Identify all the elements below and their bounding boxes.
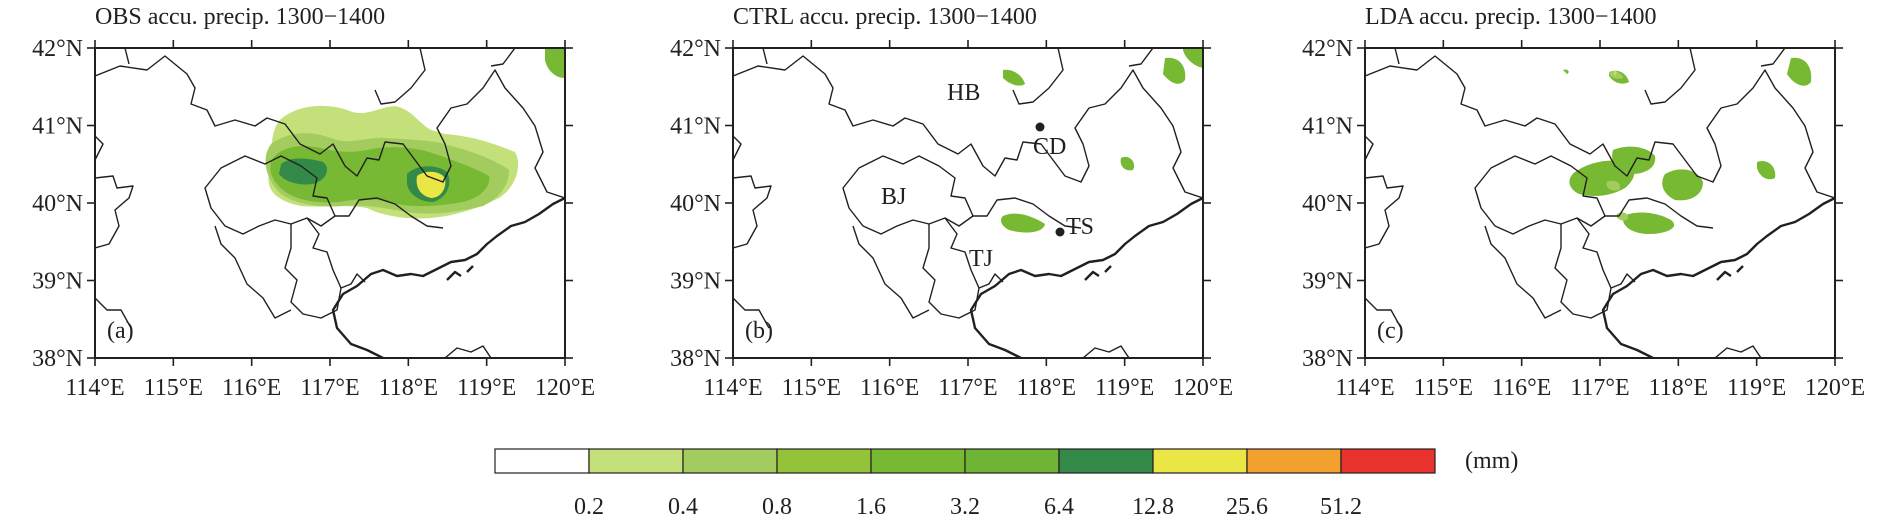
precip-area [1662,169,1703,201]
colorbar-swatch [682,448,778,474]
lat-tick-label: 41°N [1302,114,1353,140]
precip-area [1001,213,1045,233]
lat-tick-label: 42°N [670,36,721,62]
lon-tick-label: 114°E [1335,375,1394,401]
panel-a: OBS accu. precip. 1300−1400 (a) [94,4,566,359]
lon-tick-label: 115°E [144,375,203,401]
colorbar-swatch [964,448,1060,474]
colorbar-level-label: 12.8 [1132,494,1174,520]
precip-area [1606,180,1621,191]
panel-a-title: OBS accu. precip. 1300−1400 [95,4,385,30]
precip-area [1120,156,1135,171]
precip-area [1757,160,1776,180]
lat-tick-label: 40°N [32,191,83,217]
precip-area [1787,57,1812,86]
city-label-tj: TJ [969,246,993,272]
precip-area [1609,71,1623,79]
map-frame [1364,47,1836,359]
lat-tick-label: 40°N [1302,191,1353,217]
precip-area [1622,212,1675,234]
lon-tick-label: 115°E [782,375,841,401]
lat-tick-label: 38°N [1302,346,1353,372]
lat-tick-label: 41°N [670,114,721,140]
precip-field-b [733,48,1203,358]
precip-area [1163,57,1186,84]
lon-tick-label: 119°E [1095,375,1154,401]
lon-tick-label: 114°E [703,375,762,401]
lon-tick-label: 117°E [938,375,997,401]
lon-tick-label: 120°E [1173,375,1233,401]
panel-c: LDA accu. precip. 1300−1400 (c) [1364,4,1836,359]
colorbar-level-label: 3.2 [950,494,980,520]
colorbar-swatch [1246,448,1342,474]
colorbar-swatch [776,448,872,474]
colorbar-swatch [494,448,590,474]
colorbar-swatch [1058,448,1154,474]
lon-tick-label: 118°E [379,375,438,401]
precip-area [1563,69,1569,74]
colorbar-level-label: 0.2 [574,494,604,520]
colorbar-swatch [1152,448,1248,474]
lon-tick-label: 117°E [1570,375,1629,401]
precip-area [1183,48,1203,68]
lat-tick-label: 38°N [32,346,83,372]
lon-tick-label: 118°E [1017,375,1076,401]
precip-area [399,114,411,123]
lat-tick-label: 39°N [32,269,83,295]
lon-tick-label: 115°E [1414,375,1473,401]
panel-b-title: CTRL accu. precip. 1300−1400 [733,4,1037,30]
lat-tick-label: 39°N [1302,269,1353,295]
colorbar-level-label: 1.6 [856,494,886,520]
lat-tick-label: 38°N [670,346,721,372]
city-label-bj: BJ [881,184,906,210]
lat-tick-label: 42°N [1302,36,1353,62]
colorbar-level-label: 51.2 [1320,494,1362,520]
lat-tick-label: 42°N [32,36,83,62]
city-label-cd: CD [1033,134,1066,160]
city-marker-ts [1055,227,1065,237]
precip-area [1003,69,1025,86]
colorbar-level-label: 0.4 [668,494,698,520]
lon-tick-label: 116°E [222,375,281,401]
lon-tick-label: 120°E [1805,375,1865,401]
panel-label-c: (c) [1377,318,1404,344]
lat-tick-label: 39°N [670,269,721,295]
precip-field-c [1365,48,1835,358]
precip-area [1612,146,1656,174]
precip-field-a [95,48,565,358]
colorbar-swatch [588,448,684,474]
lon-tick-label: 117°E [300,375,359,401]
panel-label-a: (a) [107,318,134,344]
axes: 42°N 41°N 40°N 39°N 38°N 114°E 115°E 116°E 117°E… [32,36,1865,401]
city-marker-cd [1035,122,1045,132]
panel-b: CTRL accu. precip. 1300−1400 HB CD BJ TS… [732,4,1204,359]
colorbar-swatch [1340,448,1436,474]
colorbar-level-label: 25.6 [1226,494,1268,520]
lon-tick-label: 119°E [457,375,516,401]
colorbar-level-label: 6.4 [1044,494,1074,520]
lat-tick-label: 40°N [670,191,721,217]
lon-tick-label: 119°E [1727,375,1786,401]
lat-tick-label: 41°N [32,114,83,140]
precip-area [545,48,565,78]
lon-tick-label: 116°E [1492,375,1551,401]
colorbar-unit: (mm) [1465,448,1518,474]
lon-tick-label: 116°E [860,375,919,401]
precip-area [1613,70,1617,76]
city-label-ts: TS [1066,214,1094,240]
precip-area [279,158,328,185]
panel-label-b: (b) [745,318,773,344]
panel-c-title: LDA accu. precip. 1300−1400 [1365,4,1656,30]
colorbar-swatch [870,448,966,474]
lon-tick-label: 114°E [65,375,124,401]
lon-tick-label: 120°E [535,375,595,401]
province-label-hb: HB [947,80,980,106]
precip-area [416,171,446,198]
colorbar-level-label: 0.8 [762,494,792,520]
lon-tick-label: 118°E [1649,375,1708,401]
colorbar: 0.2 0.4 0.8 1.6 3.2 6.4 12.8 25.6 51.2 (mm) [494,448,1518,520]
